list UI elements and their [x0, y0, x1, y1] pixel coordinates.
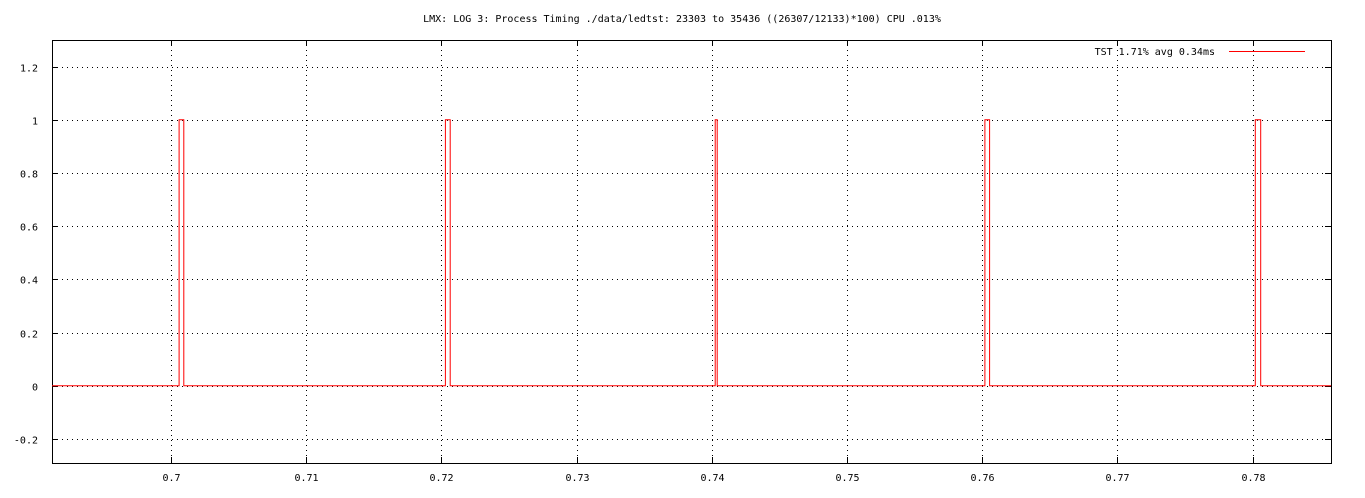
x-tick-label: 0.71 — [294, 473, 318, 484]
y-tick-label: 0.8 — [20, 170, 38, 181]
y-tick-label: 0 — [32, 383, 38, 394]
x-tick-label: 0.7 — [162, 473, 180, 484]
chart-title: LMX: LOG 3: Process Timing ./data/ledtst… — [423, 14, 941, 25]
x-tick-label: 0.73 — [565, 473, 589, 484]
y-tick-label: 0.4 — [20, 276, 38, 287]
grid-lines — [52, 40, 1331, 463]
y-tick-label: 0.2 — [20, 330, 38, 341]
series-layer — [52, 119, 1331, 387]
x-tick-label: 0.75 — [835, 473, 859, 484]
x-tick-label: 0.78 — [1241, 473, 1265, 484]
y-tick-label: 1.2 — [20, 64, 38, 75]
x-tick-label: 0.76 — [970, 473, 994, 484]
y-tick-label: 0.6 — [20, 223, 38, 234]
y-tick-label: 1 — [32, 117, 38, 128]
axes: 0.7 0.71 0.72 0.73 0.74 0.75 0.76 0.77 0.78 -0.2 0… — [14, 40, 1332, 484]
y-tick-label: -0.2 — [14, 436, 38, 447]
x-tick-label: 0.72 — [429, 473, 453, 484]
x-tick-label: 0.77 — [1105, 473, 1129, 484]
legend-label: TST 1.71% avg 0.34ms — [1095, 47, 1215, 58]
legend: TST 1.71% avg 0.34ms — [1095, 47, 1305, 58]
series-line-0 — [52, 119, 1331, 387]
plot-border — [52, 40, 1332, 464]
x-tick-label: 0.74 — [700, 473, 724, 484]
